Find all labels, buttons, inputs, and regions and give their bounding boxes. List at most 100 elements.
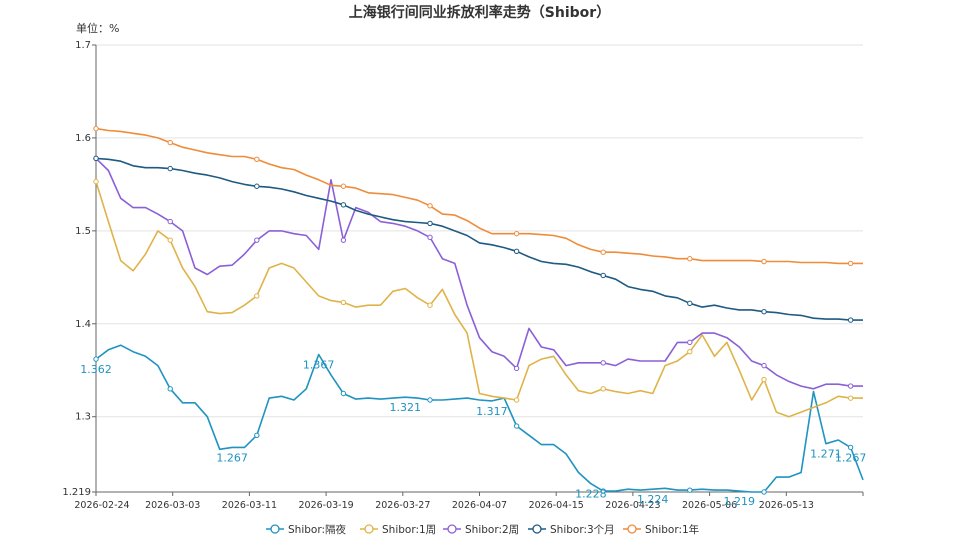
data-point (427, 220, 433, 227)
data-point (340, 390, 347, 397)
data-point (761, 258, 767, 265)
data-point (167, 386, 173, 392)
y-tick-label: 1.6 (75, 133, 91, 144)
data-point (687, 339, 693, 346)
data-point (167, 218, 173, 225)
series-4 (93, 125, 863, 267)
data-point (513, 365, 520, 372)
data-point (93, 155, 99, 162)
y-tick-label: 1.4 (75, 319, 91, 330)
data-point (340, 299, 347, 306)
data-point (93, 356, 99, 362)
data-point (847, 383, 854, 389)
y-tick-label: 1.3 (75, 412, 91, 423)
legend: Shibor:隔夜 Shibor:1周 Shibor:2周 Shibor:3个月 Shi… (266, 523, 699, 536)
series-line (95, 344, 864, 493)
data-point (167, 165, 173, 172)
legend-item: Shibor:1年 (623, 523, 699, 536)
legend-marker (627, 524, 637, 534)
data-point (167, 237, 173, 243)
y-tick-label: 1.5 (75, 226, 91, 237)
legend-label: Shibor:1周 (382, 524, 436, 536)
data-point (513, 423, 520, 429)
data-point (340, 202, 347, 208)
data-point (761, 362, 767, 369)
data-point (600, 386, 606, 392)
series-2 (93, 155, 863, 390)
data-point (427, 302, 433, 308)
data-point (254, 183, 260, 189)
data-point (600, 249, 606, 255)
data-label: 1.228 (575, 488, 607, 501)
data-point (427, 234, 433, 241)
data-label: 1.271 (810, 448, 842, 461)
x-tick-label: 2026-03-03 (145, 500, 200, 511)
legend-marker (364, 524, 374, 534)
legend-item: Shibor:3个月 (528, 524, 615, 536)
data-point (254, 237, 260, 243)
data-point (687, 487, 693, 493)
legend-marker (270, 524, 280, 534)
x-tick-label: 2026-02-24 (74, 500, 129, 511)
data-point (93, 178, 99, 185)
data-label: 1.367 (303, 358, 335, 371)
data-point (600, 488, 606, 494)
data-point (254, 293, 260, 299)
x-tick-label: 2026-04-23 (605, 500, 660, 511)
data-point (847, 395, 854, 401)
x-tick-label: 2026-03-27 (375, 500, 430, 511)
legend-label: Shibor:隔夜 (288, 523, 346, 536)
series-1 (93, 178, 863, 418)
data-point (167, 139, 173, 146)
data-point (687, 300, 693, 307)
data-point (847, 317, 854, 323)
data-point (427, 203, 433, 209)
data-point (427, 397, 433, 403)
series-line (95, 157, 863, 321)
legend-marker (532, 524, 542, 534)
legend-label: Shibor:3个月 (550, 524, 615, 536)
legend-label: Shibor:2周 (465, 524, 519, 536)
data-point (761, 309, 767, 315)
data-point (254, 156, 260, 163)
data-label: 1.321 (390, 401, 422, 414)
data-point (687, 256, 693, 262)
legend-item: Shibor:1周 (360, 524, 436, 536)
chart-title: 上海银行间同业拆放利率走势（Shibor） (348, 5, 611, 21)
data-point (687, 348, 693, 355)
data-point (600, 272, 606, 279)
x-tick-label: 2026-03-11 (222, 500, 277, 511)
data-label: 1.267 (216, 451, 248, 464)
unit-label: 单位：% (76, 22, 120, 35)
data-point (340, 183, 347, 189)
legend-marker (447, 524, 457, 534)
data-point (513, 230, 520, 237)
data-point (340, 237, 347, 243)
data-label: 1.362 (80, 363, 112, 376)
x-tick-label: 2026-05-13 (759, 500, 814, 511)
series-3 (93, 155, 863, 323)
data-label: 1.224 (637, 493, 669, 506)
data-point (847, 444, 854, 451)
y-tick-label: 1.219 (62, 487, 91, 498)
data-point (761, 376, 767, 383)
data-point (254, 432, 260, 439)
data-point (600, 360, 606, 366)
series-line (95, 127, 863, 265)
legend-item: Shibor:隔夜 (266, 523, 346, 536)
x-tick-label: 2026-04-07 (452, 500, 507, 511)
data-point (847, 260, 854, 267)
y-tick-label: 1.7 (75, 40, 91, 51)
x-tick-label: 2026-03-19 (298, 500, 353, 511)
data-point (93, 125, 99, 132)
data-label: 1.267 (835, 451, 867, 464)
data-point (513, 397, 520, 403)
data-label: 1.219 (724, 495, 756, 508)
series-line (95, 157, 863, 390)
legend-item: Shibor:2周 (443, 524, 519, 536)
data-label: 1.317 (476, 405, 508, 418)
series-0: 1.362 1.267 1.367 1.321 1.317 1.228 1.224 1.219… (80, 344, 867, 508)
legend-label: Shibor:1年 (645, 523, 699, 536)
